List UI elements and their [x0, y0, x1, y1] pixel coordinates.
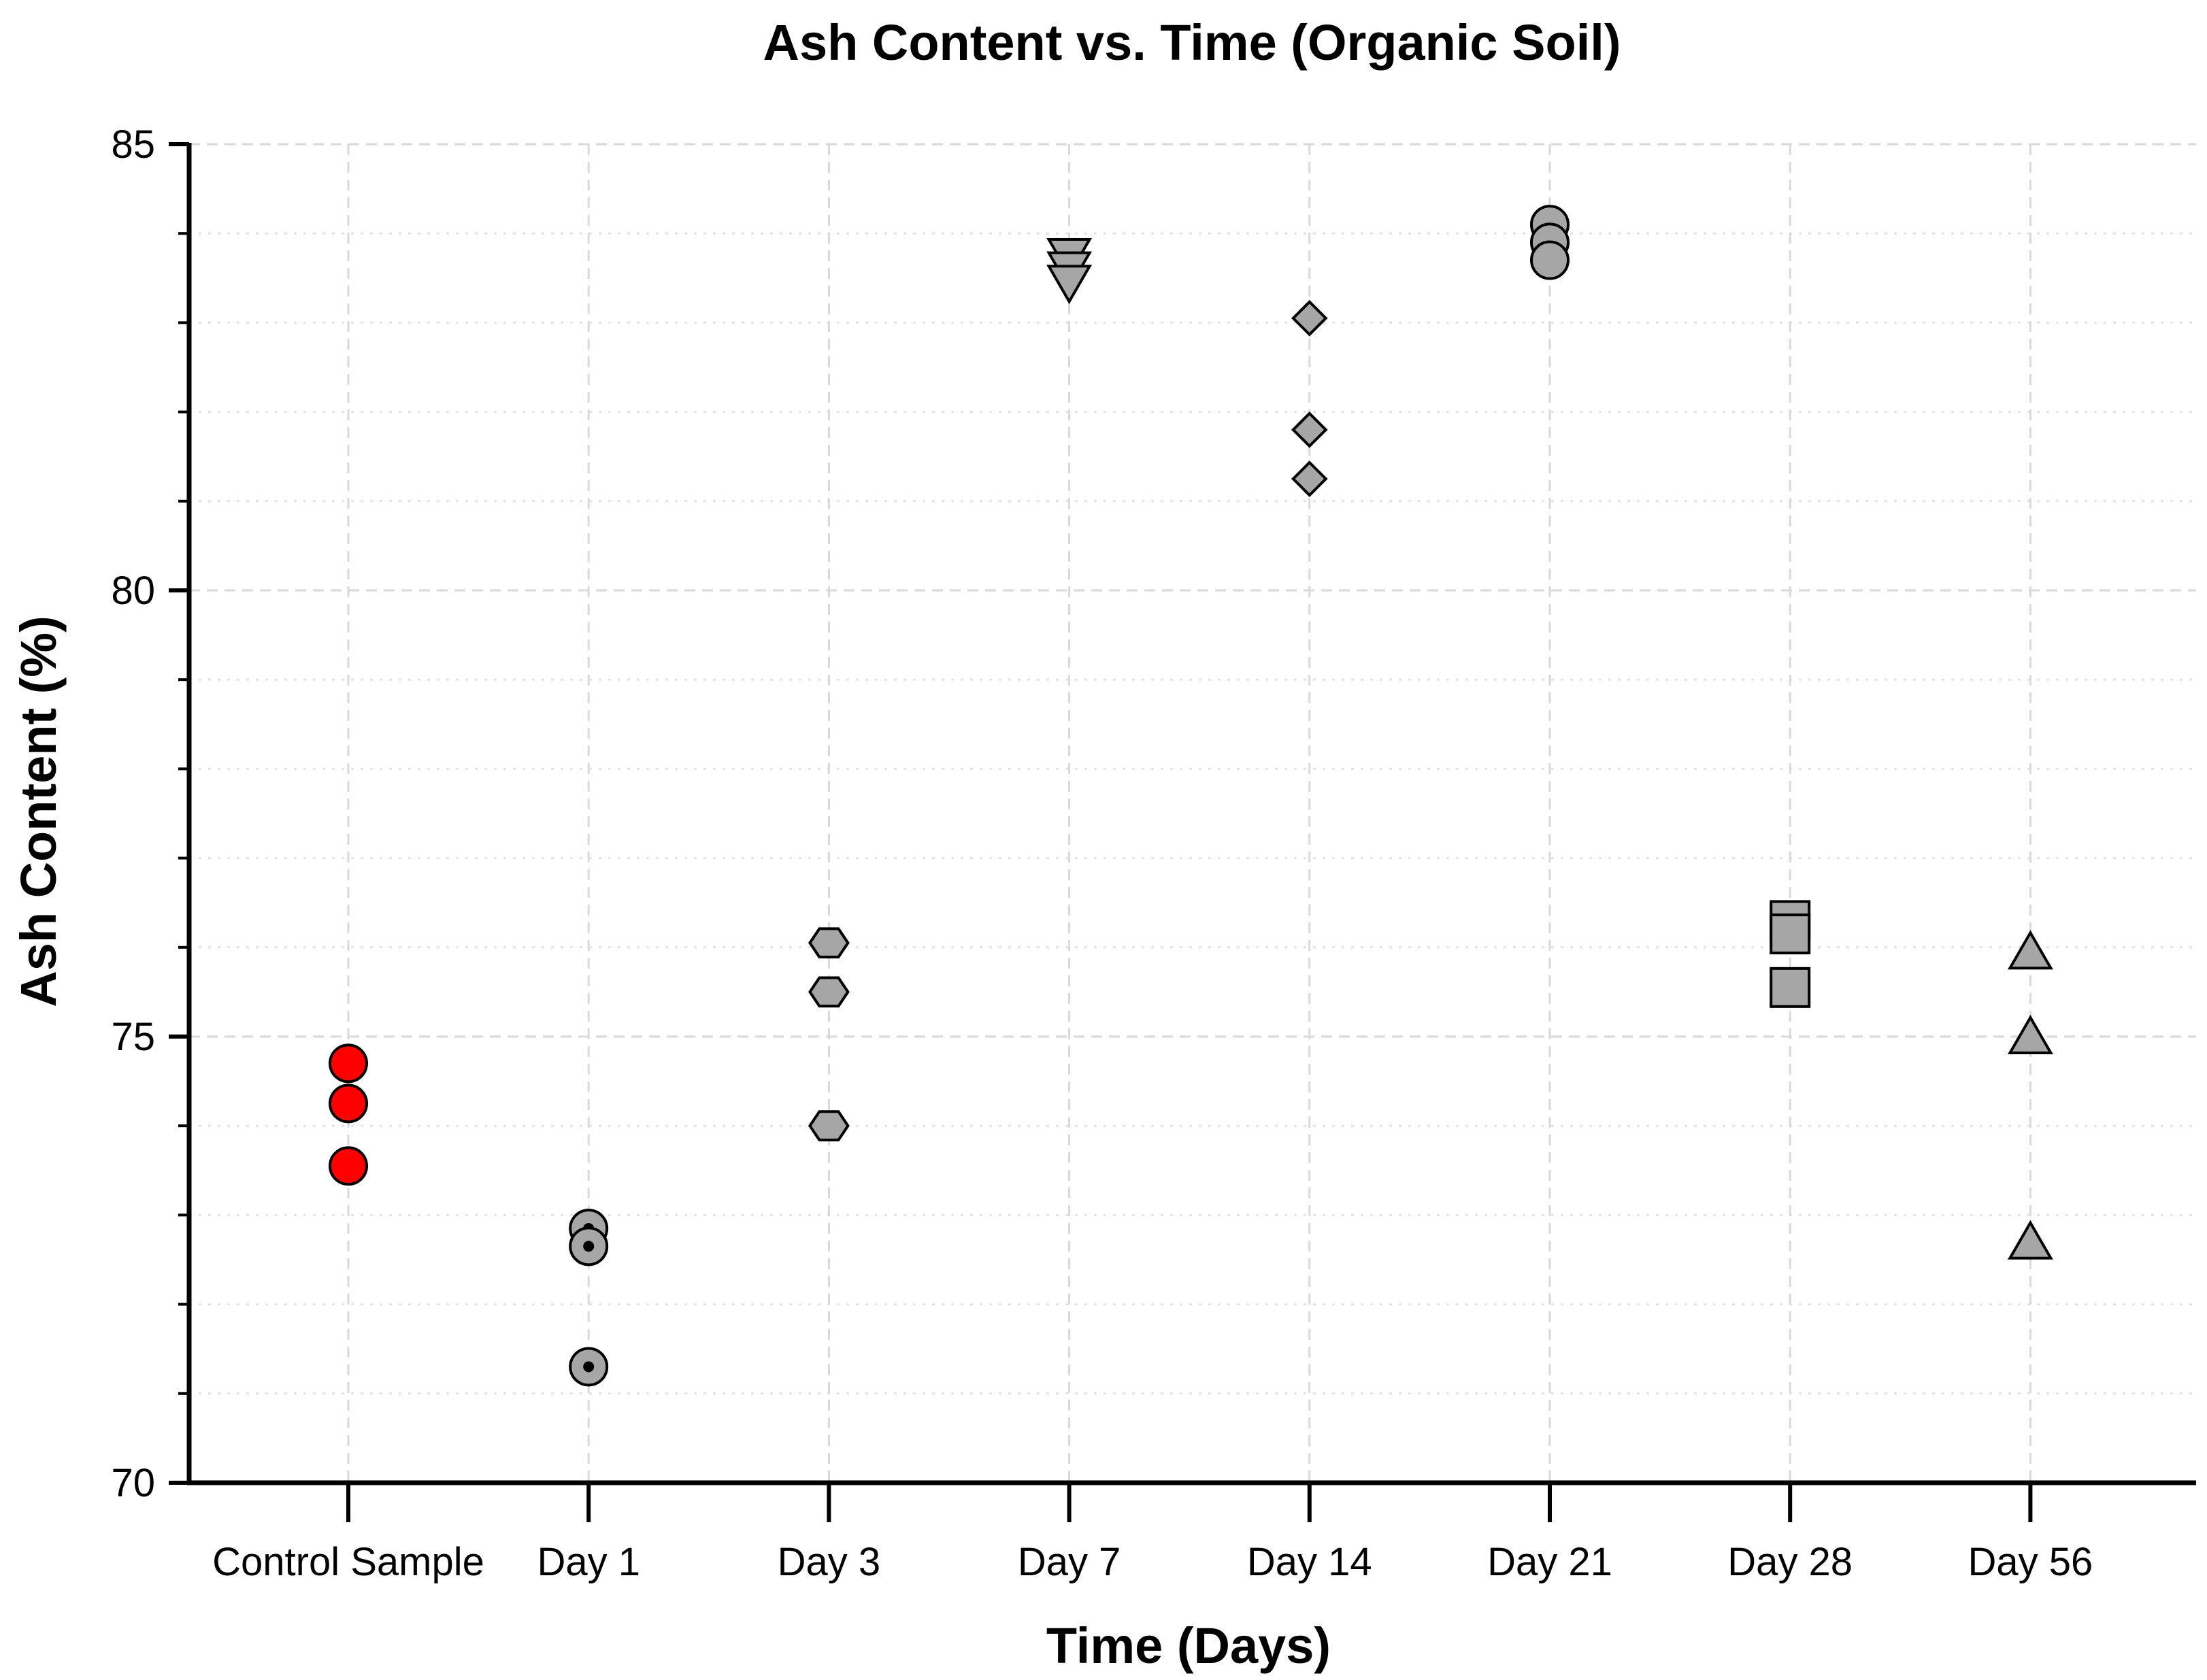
data-point-circle — [329, 1043, 368, 1083]
axis-layer — [186, 143, 2196, 1485]
data-point-hexagon — [808, 976, 850, 1008]
y-tick-label: 85 — [111, 122, 155, 167]
x-tick-label: Day 21 — [1487, 1540, 1612, 1584]
chart-title: Ash Content vs. Time (Organic Soil) — [763, 14, 1621, 71]
x-axis-label: Time (Days) — [1046, 1617, 1331, 1674]
data-point-square — [1770, 913, 1811, 955]
y-axis-label: Ash Content (%) — [10, 616, 67, 1007]
data-point-hexagon — [808, 927, 850, 959]
grid-layer — [189, 143, 2196, 1483]
data-point-center-dot — [583, 1241, 595, 1252]
x-tick-label: Day 1 — [537, 1540, 640, 1584]
x-tick-label: Control Sample — [212, 1540, 484, 1584]
y-tick-label: 70 — [111, 1461, 155, 1505]
data-point-diamond — [1291, 411, 1328, 448]
data-point-center-dot — [583, 1361, 595, 1373]
x-tick-layer: Control Sample Day 1 Day 3 Day 7 Day 14 Day 2… — [212, 1483, 2093, 1584]
x-tick-label: Day 7 — [1018, 1540, 1121, 1584]
data-point-triangle-up — [2007, 1014, 2053, 1054]
data-point-triangle-up — [2007, 1220, 2053, 1260]
data-point-circle — [329, 1146, 368, 1186]
data-point-diamond — [1291, 460, 1328, 497]
data-point-diamond — [1291, 300, 1328, 337]
data-point-triangle-down — [1046, 265, 1093, 305]
data-point-triangle-up — [2007, 930, 2053, 970]
points-layer — [329, 205, 2053, 1387]
x-tick-label: Day 3 — [778, 1540, 881, 1584]
y-tick-label: 75 — [111, 1015, 155, 1059]
x-tick-label: Day 28 — [1727, 1540, 1853, 1584]
data-point-square — [1770, 967, 1811, 1008]
x-tick-label: Day 14 — [1247, 1540, 1372, 1584]
y-tick-label: 80 — [111, 569, 155, 613]
data-point-circle — [1530, 240, 1570, 280]
data-point-hexagon — [808, 1110, 850, 1142]
data-point-circle — [329, 1083, 368, 1124]
x-tick-label: Day 56 — [1968, 1540, 2093, 1584]
y-tick-layer: 70 75 80 85 — [111, 122, 189, 1505]
